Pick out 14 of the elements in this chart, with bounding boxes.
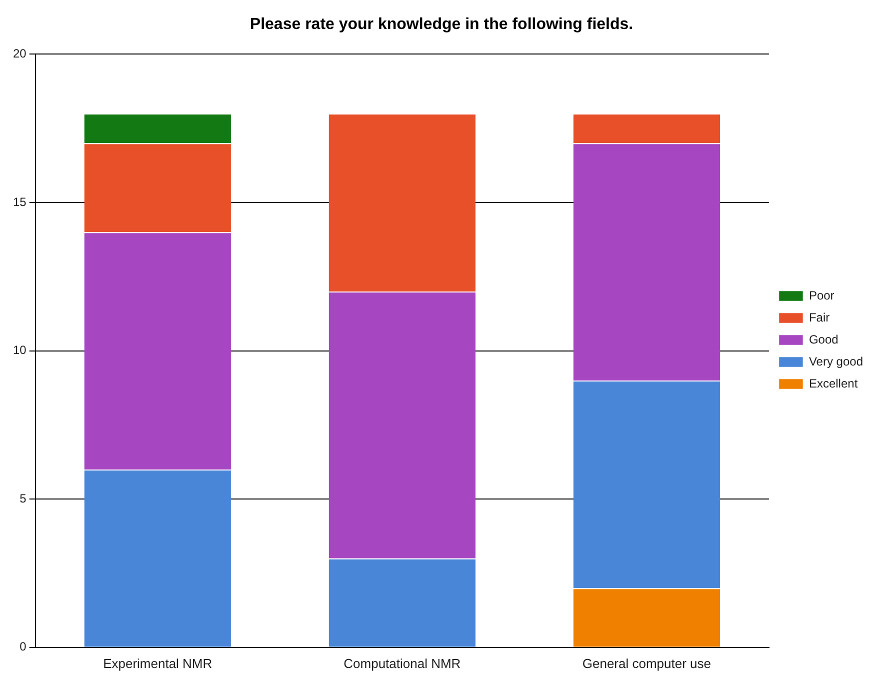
x-tick-label: Computational NMR xyxy=(344,656,461,671)
y-tick-label: 10 xyxy=(12,343,27,358)
legend-label: Excellent xyxy=(808,376,858,390)
y-tick-label: 20 xyxy=(12,46,27,61)
y-tick-label: 5 xyxy=(20,491,27,506)
y-tick-label: 0 xyxy=(20,640,27,654)
y-tick-label: 15 xyxy=(12,194,27,209)
legend-label: Poor xyxy=(808,288,834,302)
x-tick-label: Experimental NMR xyxy=(103,656,212,671)
legend-label: Fair xyxy=(808,310,830,324)
chart-title: Please rate your knowledge in the following fields. xyxy=(250,16,634,34)
legend-label: Good xyxy=(808,332,838,346)
legend-label: Very good xyxy=(808,354,864,368)
x-tick-label: General computer use xyxy=(582,656,712,671)
